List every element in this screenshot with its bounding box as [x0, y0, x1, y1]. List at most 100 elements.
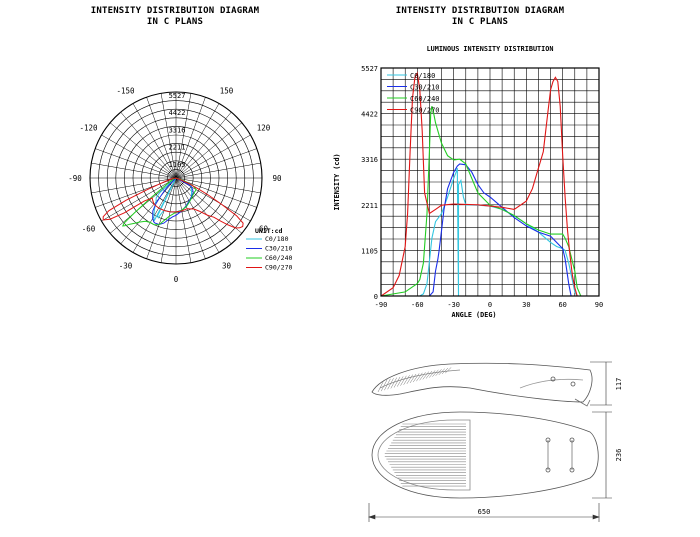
polar-angle-label: 90: [272, 174, 282, 183]
polar-legend-label: C60/240: [265, 254, 292, 262]
polar-angle-label: 150: [220, 87, 234, 96]
y-tick-label: 1105: [361, 247, 378, 255]
luminaire-side-view: [371, 362, 593, 407]
polar-legend-label: C30/210: [265, 245, 292, 253]
polar-diagram-title: INTENSITY DISTRIBUTION DIAGRAM IN C PLAN…: [60, 6, 290, 28]
polar-legend-label: C0/180: [265, 235, 289, 243]
polar-series-curve: [102, 177, 244, 229]
heatsink-fin-side: [403, 375, 410, 385]
cartesian-lines: [380, 71, 599, 297]
polar-title-line1: INTENSITY DISTRIBUTION DIAGRAM: [90, 6, 260, 16]
heatsink-fin-side: [412, 373, 420, 383]
heatsink-fin-side: [387, 378, 394, 390]
x-tick-label: 90: [595, 301, 603, 309]
polar-spoke: [175, 177, 257, 208]
polar-radial-tick: 3316: [169, 126, 186, 134]
top-width-dimension: [592, 411, 612, 499]
polar-grid: [89, 91, 263, 265]
heatsink-fin-side: [384, 378, 391, 391]
polar-spoke: [175, 177, 220, 253]
polar-spoke: [120, 177, 177, 245]
heatsink-fin-side: [377, 379, 385, 393]
polar-series-curve: [121, 177, 197, 227]
polar-spoke: [146, 177, 177, 259]
heatsink-fin-side: [432, 369, 439, 377]
polar-angle-label: 120: [257, 124, 271, 133]
polar-spoke: [175, 177, 192, 263]
y-tick-label: 0: [374, 293, 378, 301]
chart-subtitle: LUMINOUS INTENSITY DISTRIBUTION: [427, 45, 554, 53]
polar-spoke: [95, 148, 177, 179]
heatsink-fin-side: [445, 367, 452, 374]
polar-spoke: [175, 111, 232, 179]
cartesian-diagram-title: INTENSITY DISTRIBUTION DIAGRAM IN C PLAN…: [360, 6, 600, 28]
heatsink-fin-side: [396, 376, 404, 387]
polar-angle-label: 30: [222, 262, 232, 271]
dimension-height-label: 117: [615, 378, 623, 391]
heatsink-fin-side: [406, 374, 414, 385]
plot-frame: [380, 67, 600, 297]
polar-angle-label: -120: [79, 124, 98, 133]
polar-radial-tick: 4422: [169, 109, 186, 117]
polar-spoke: [101, 177, 177, 222]
polar-series-curve: [152, 177, 194, 226]
x-tick-label: 30: [522, 301, 530, 309]
heatsink-fin-side: [422, 371, 429, 380]
polar-title-line2: IN C PLANS: [146, 17, 204, 27]
dimension-width-label: 236: [615, 449, 623, 462]
polar-angle-label: 0: [174, 275, 179, 284]
heatsink-fin-side: [390, 377, 398, 389]
polar-spoke: [109, 122, 177, 179]
polar-angle-label: -60: [82, 225, 96, 234]
polar-radial-tick: 1105: [169, 161, 186, 169]
x-tick-label: -30: [447, 301, 460, 309]
legend-label: C0/180: [410, 72, 435, 80]
polar-spoke: [91, 177, 177, 194]
polar-spoke: [175, 97, 206, 179]
legend-label: C30/210: [410, 84, 440, 92]
luminaire-top-view: [371, 411, 599, 499]
cartesian-title-line2: IN C PLANS: [451, 17, 509, 27]
polar-spoke: [175, 162, 261, 179]
heatsink-fin-side: [400, 375, 407, 386]
heatsink-fin-side: [419, 372, 426, 381]
polar-radial-tick: 2211: [169, 144, 186, 152]
polar-spoke: [175, 93, 192, 179]
polar-labels: 5527 4422 3316 2211 1105 -150 150 -120 120 -90 90 -…: [68, 87, 282, 285]
y-tick-label: 2211: [361, 202, 378, 210]
polar-angle-label: -90: [68, 174, 82, 183]
heatsink-fin-side: [441, 367, 449, 375]
x-tick-label: 60: [558, 301, 566, 309]
cartesian-legend: C0/180 C30/210 C60/240 C90/270: [387, 72, 440, 115]
polar-spoke: [175, 134, 251, 179]
polar-spoke: [175, 148, 257, 179]
polar-angle-label: -150: [116, 87, 135, 96]
polar-spoke: [132, 103, 177, 179]
heatsink-fin-side: [416, 372, 423, 382]
series-line: [380, 71, 599, 297]
polar-spoke: [175, 177, 261, 194]
heatsink-fin-side: [438, 368, 445, 376]
polar-spoke: [160, 177, 177, 263]
x-tick-label: 0: [488, 301, 492, 309]
heatsink-fin-side: [429, 370, 436, 378]
polar-spoke: [175, 177, 243, 234]
heatsink-fin-side: [435, 369, 442, 376]
polar-spoke: [175, 122, 243, 179]
polar-spoke: [120, 111, 177, 179]
polar-radial-tick: 5527: [169, 92, 186, 100]
cartesian-axes: -90 -60 -30 0 30 60 90 0 1105 2211 3316 4422 5527: [361, 65, 603, 309]
heatsink-fin-side: [393, 376, 401, 388]
polar-angle-label: 60: [259, 225, 269, 234]
x-tick-label: -60: [411, 301, 424, 309]
polar-spoke: [91, 162, 177, 179]
heatsink-fin-side: [380, 379, 388, 392]
polar-unit-label: UNIT:cd: [255, 227, 282, 235]
polar-spoke: [160, 93, 177, 179]
series-line: [381, 163, 599, 297]
polar-spoke: [175, 103, 220, 179]
side-height-dimension: [590, 361, 612, 406]
